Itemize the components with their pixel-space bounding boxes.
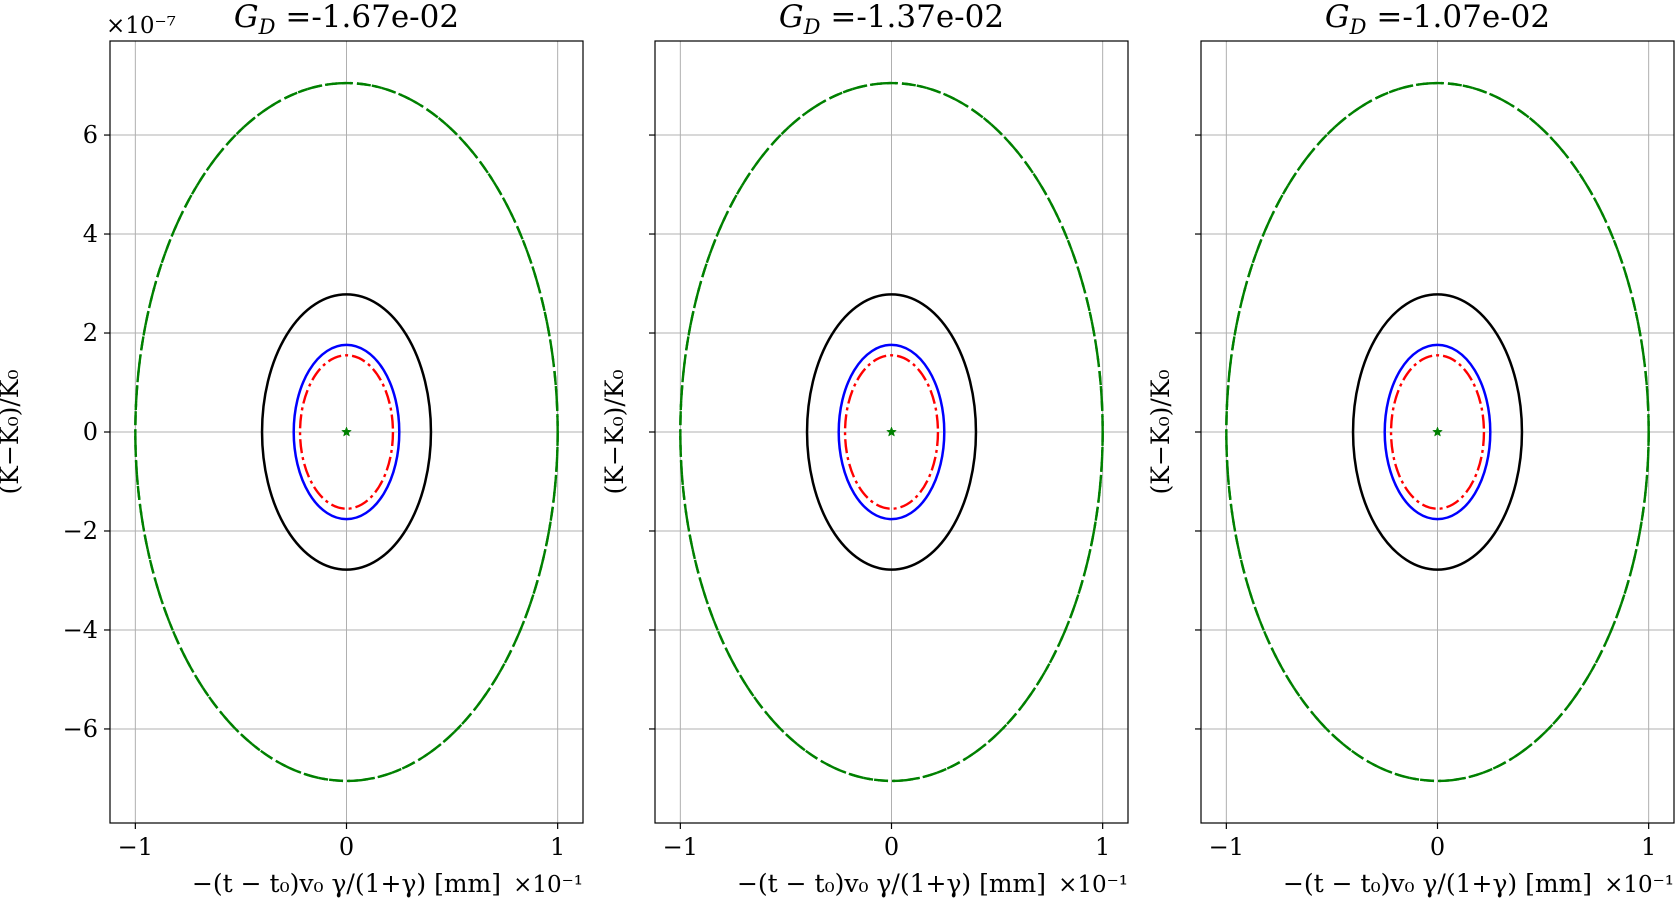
grid-lines <box>1201 41 1674 823</box>
chart-panel-2: −1 0 1 GD =-1.37e-02 −(t − t₀)v₀ γ/(1+γ) [mm… <box>600 0 1129 898</box>
chart-title: GD =-1.07e-02 <box>1325 0 1550 39</box>
x-tick-label: 0 <box>339 833 354 861</box>
y-tick-label: −2 <box>63 517 98 545</box>
y-tick-label: 2 <box>83 319 98 347</box>
x-tick-label: 0 <box>884 833 899 861</box>
y-tick-label: −4 <box>63 616 98 644</box>
center-star-marker <box>1432 426 1443 437</box>
series-ellipse-2 <box>679 81 1104 783</box>
y-axis-label: (K−K₀)/K₀ <box>0 370 24 495</box>
y-axis-label: (K−K₀)/K₀ <box>600 370 629 495</box>
series-group <box>134 81 559 783</box>
x-axis-label: −(t − t₀)v₀ γ/(1+γ) [mm] <box>737 869 1046 898</box>
x-axis-label: −(t − t₀)v₀ γ/(1+γ) [mm] <box>192 869 501 898</box>
series-ellipse-3 <box>1351 293 1524 571</box>
x-axis-scale: ×10⁻¹ <box>513 872 583 898</box>
chart-panel-1: −1 0 1 −6 −4 −2 0 2 4 6 GD =-1.67e-02 −(t − t₀)v₀ γ… <box>0 0 584 898</box>
series-ellipse-5 <box>843 354 940 510</box>
x-tick-label: −1 <box>118 833 153 861</box>
series-group <box>1225 81 1650 783</box>
chart-title: GD =-1.37e-02 <box>779 0 1004 39</box>
series-ellipse-2 <box>134 81 559 783</box>
series-ellipse-4 <box>1383 343 1492 521</box>
series-ellipse-4 <box>292 343 401 521</box>
chart-panel-3: −1 0 1 GD =-1.07e-02 −(t − t₀)v₀ γ/(1+γ) [mm… <box>1146 0 1675 898</box>
ticks: −1 0 1 −6 −4 −2 0 2 4 6 <box>63 121 566 861</box>
y-axis-scale: ×10⁻⁷ <box>106 13 176 39</box>
x-tick-label: −1 <box>1209 833 1244 861</box>
y-tick-label: 0 <box>83 418 98 446</box>
x-tick-label: 1 <box>1641 833 1656 861</box>
series-ellipse-4 <box>837 343 946 521</box>
y-axis-label: (K−K₀)/K₀ <box>1146 370 1175 495</box>
x-axis-scale: ×10⁻¹ <box>1058 872 1128 898</box>
center-star-marker <box>886 426 897 437</box>
series-ellipse-5 <box>298 354 395 510</box>
center-star-marker <box>341 426 352 437</box>
x-tick-label: 0 <box>1430 833 1445 861</box>
x-tick-label: 1 <box>550 833 565 861</box>
series-group <box>679 81 1104 783</box>
x-tick-label: −1 <box>663 833 698 861</box>
ticks: −1 0 1 <box>649 134 1110 861</box>
chart-title: GD =-1.67e-02 <box>234 0 459 39</box>
series-ellipse-2 <box>1225 81 1650 783</box>
series-ellipse-3 <box>260 293 433 571</box>
y-tick-label: 4 <box>83 220 98 248</box>
x-axis-scale: ×10⁻¹ <box>1604 872 1674 898</box>
y-tick-label: −6 <box>63 715 98 743</box>
ticks: −1 0 1 <box>1195 134 1656 861</box>
x-axis-label: −(t − t₀)v₀ γ/(1+γ) [mm] <box>1283 869 1592 898</box>
x-tick-label: 1 <box>1095 833 1110 861</box>
series-ellipse-5 <box>1389 354 1486 510</box>
series-ellipse-3 <box>805 293 978 571</box>
y-tick-label: 6 <box>83 121 98 149</box>
